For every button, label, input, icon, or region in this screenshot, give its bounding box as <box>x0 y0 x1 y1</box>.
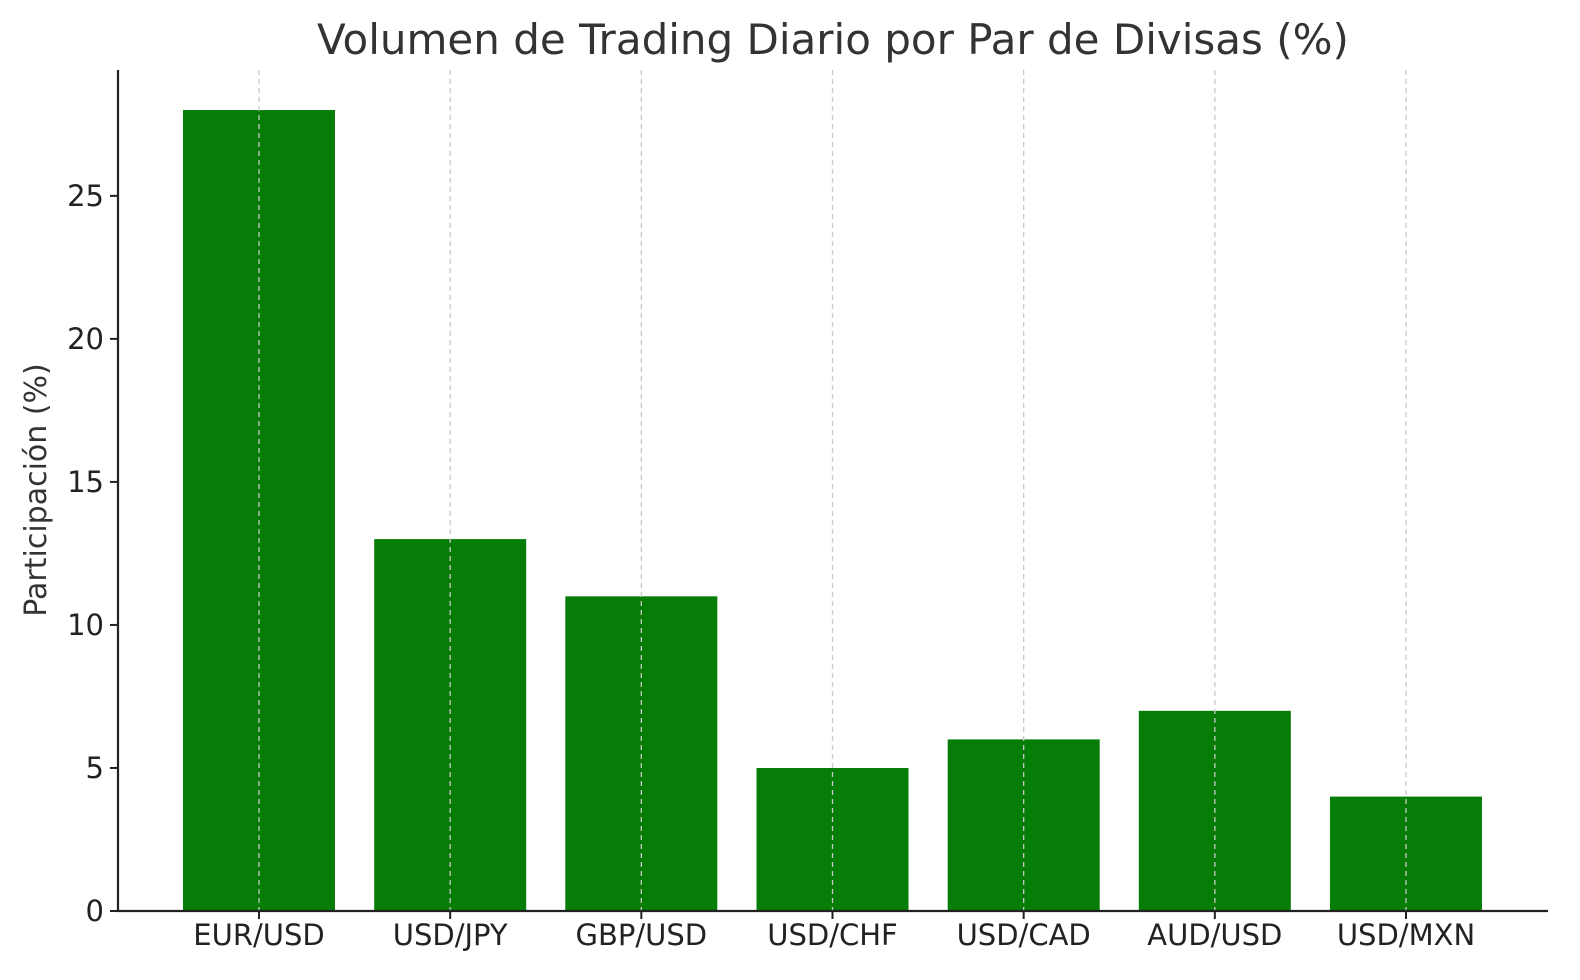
y-tick-label-15: 15 <box>67 465 104 499</box>
x-tick-label-usd-jpy: USD/JPY <box>393 918 508 952</box>
x-tick-label-gbp-usd: GBP/USD <box>576 918 708 952</box>
x-tick-label-aud-usd: AUD/USD <box>1147 918 1282 952</box>
y-tick-label-25: 25 <box>67 179 104 213</box>
axes <box>110 70 1548 919</box>
y-tick-label-0: 0 <box>86 894 104 928</box>
x-tick-label-usd-cad: USD/CAD <box>957 918 1091 952</box>
y-tick-label-5: 5 <box>86 751 104 785</box>
x-tick-label-eur-usd: EUR/USD <box>193 918 324 952</box>
y-axis-label: Participación (%) <box>19 363 54 616</box>
y-tick-label-20: 20 <box>67 322 104 356</box>
tick-labels: 0 5 10 15 20 25 EUR/USD USD/JPY GBP/USD USD/CHF US… <box>67 179 1475 952</box>
x-tick-label-usd-chf: USD/CHF <box>767 918 897 952</box>
y-tick-label-10: 10 <box>67 608 104 642</box>
x-tick-label-usd-mxn: USD/MXN <box>1337 918 1475 952</box>
chart-title: Volumen de Trading Diario por Par de Div… <box>317 15 1349 64</box>
